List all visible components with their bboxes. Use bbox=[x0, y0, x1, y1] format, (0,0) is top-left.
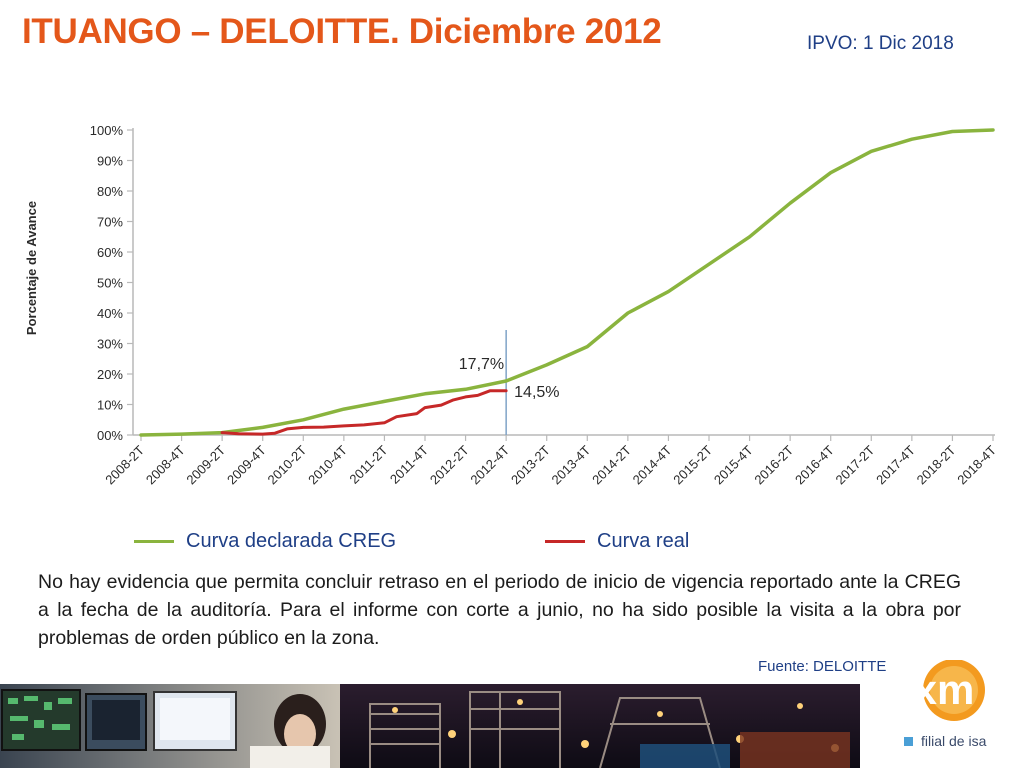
x-tick-label: 2012-2T bbox=[427, 442, 472, 487]
series-layer bbox=[139, 128, 995, 437]
xm-logo: xm bbox=[914, 660, 985, 721]
y-tick-label: 70% bbox=[97, 215, 123, 230]
svg-text:xm: xm bbox=[914, 666, 975, 713]
y-tick-label: 50% bbox=[97, 276, 123, 291]
x-tick-label: 2008-2T bbox=[102, 442, 147, 487]
y-tick-labels: 00% 10% 20% 30% 40% 50% 60% 70% 80% 90% 100% bbox=[90, 123, 124, 443]
footer-photo-strip bbox=[0, 684, 860, 768]
y-tick-label: 10% bbox=[97, 398, 123, 413]
x-tick-label: 2016-4T bbox=[792, 442, 837, 487]
annotation-real-value: 14,5% bbox=[514, 384, 559, 401]
x-tick-labels: 2008-2T2008-4T2009-2T2009-4T2010-2T2010-… bbox=[102, 442, 999, 487]
x-tick-label: 2013-4T bbox=[549, 442, 594, 487]
y-tick-label: 90% bbox=[97, 154, 123, 169]
x-tick-label: 2010-2T bbox=[265, 442, 310, 487]
brand-tagline: filial de isa bbox=[904, 733, 986, 749]
x-tick-label: 2016-2T bbox=[751, 442, 796, 487]
ipvo-date: IPVO: 1 Dic 2018 bbox=[807, 33, 954, 54]
progress-line-chart: Porcentaje de Avance 00% 10% 20% 30% 40% 50% 6… bbox=[24, 123, 999, 487]
x-tick-label: 2018-4T bbox=[954, 442, 999, 487]
legend-item-creg: Curva declarada CREG bbox=[134, 530, 396, 553]
x-tick-label: 2012-4T bbox=[467, 442, 512, 487]
x-tick-label: 2011-2T bbox=[346, 442, 390, 486]
series-line-real bbox=[220, 389, 508, 436]
slide-title: ITUANGO – DELOITTE. Diciembre 2012 bbox=[22, 12, 662, 51]
x-tick-label: 2017-4T bbox=[873, 442, 918, 487]
footer-photo-illustration bbox=[0, 684, 860, 768]
y-tick-label: 100% bbox=[90, 123, 124, 138]
x-tick-label: 2010-4T bbox=[305, 442, 350, 487]
legend-item-real: Curva real bbox=[545, 530, 689, 553]
y-tick-label: 00% bbox=[97, 428, 123, 443]
legend-swatch-real bbox=[545, 540, 585, 543]
annotation-layer: 17,7% 14,5% bbox=[459, 356, 560, 401]
legend-label-creg: Curva declarada CREG bbox=[186, 530, 397, 552]
x-tick-label: 2009-2T bbox=[183, 442, 228, 487]
x-tick-label: 2018-2T bbox=[914, 442, 959, 487]
y-tick-label: 60% bbox=[97, 245, 123, 260]
tagline-text: filial de isa bbox=[921, 733, 987, 749]
observation-text: No hay evidencia que permita concluir re… bbox=[38, 571, 961, 649]
annotation-creg-value: 17,7% bbox=[459, 356, 504, 373]
x-tick-label: 2009-4T bbox=[224, 442, 269, 487]
x-tick-label: 2014-2T bbox=[589, 442, 634, 487]
tagline-square-icon bbox=[904, 736, 913, 746]
chart-axes bbox=[127, 128, 995, 441]
x-tick-label: 2015-2T bbox=[670, 442, 715, 487]
y-axis-label: Porcentaje de Avance bbox=[24, 201, 39, 335]
legend-swatch-creg bbox=[134, 540, 174, 543]
y-axis-title: Porcentaje de Avance bbox=[24, 201, 39, 335]
x-tick-label: 2008-4T bbox=[143, 442, 188, 487]
source-note: Fuente: DELOITTE bbox=[758, 658, 887, 675]
x-tick-label: 2014-4T bbox=[630, 442, 675, 487]
y-tick-label: 80% bbox=[97, 184, 123, 199]
x-tick-label: 2015-4T bbox=[711, 442, 756, 487]
y-tick-label: 30% bbox=[97, 337, 123, 352]
x-tick-label: 2011-4T bbox=[387, 442, 431, 486]
legend-label-real: Curva real bbox=[597, 530, 690, 552]
y-tick-label: 40% bbox=[97, 306, 123, 321]
x-tick-label: 2017-2T bbox=[833, 442, 878, 487]
x-tick-label: 2013-2T bbox=[508, 442, 553, 487]
series-line-creg bbox=[139, 128, 995, 437]
y-tick-label: 20% bbox=[97, 367, 123, 382]
